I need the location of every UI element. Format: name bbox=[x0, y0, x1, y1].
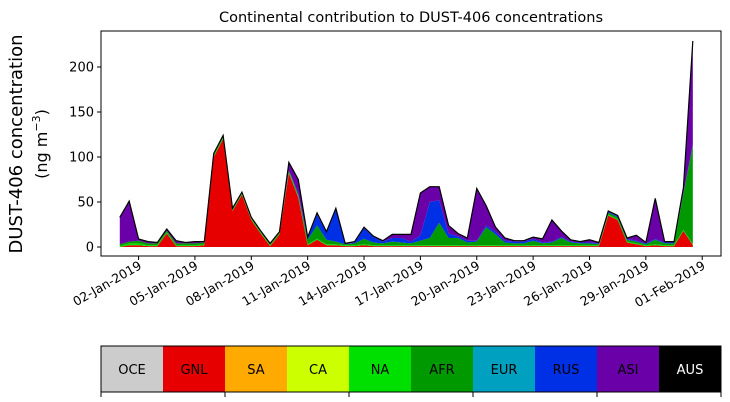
legend-swatch-rus bbox=[535, 346, 597, 392]
legend-label-gnl: GNL bbox=[180, 363, 208, 378]
legend-swatch-gnl bbox=[163, 346, 225, 392]
legend-swatch-na bbox=[349, 346, 411, 392]
legend-label-asi: ASI bbox=[618, 363, 639, 378]
legend-swatch-oce bbox=[101, 346, 163, 392]
legend-swatch-eur bbox=[473, 346, 535, 392]
legend-label-na: NA bbox=[371, 363, 390, 378]
x-axis: 02-Jan-201905-Jan-201908-Jan-201911-Jan-… bbox=[70, 256, 708, 310]
legend-swatch-afr bbox=[411, 346, 473, 392]
y-tick-label: 0 bbox=[86, 241, 94, 256]
legend: OCE GNL SA CA NA AFR EUR RUS ASI AUS bbox=[100, 345, 722, 397]
y-axis-label: DUST-406 concentration (ng m−3) bbox=[6, 34, 51, 253]
legend-frame bbox=[100, 345, 722, 393]
legend-label-aus: AUS bbox=[677, 363, 704, 378]
plot-frame bbox=[100, 30, 722, 257]
legend-swatch-aus bbox=[659, 346, 721, 392]
y-tick-label: 200 bbox=[69, 61, 94, 76]
y-tick-label: 50 bbox=[77, 196, 94, 211]
legend-swatch-sa bbox=[225, 346, 287, 392]
legend-label-sa: SA bbox=[247, 363, 264, 378]
legend-label-afr: AFR bbox=[429, 363, 454, 378]
y-axis-label-line2: (ng m−3) bbox=[30, 109, 51, 179]
plot-area bbox=[119, 40, 694, 247]
y-axis-unit-exponent: −3 bbox=[30, 115, 43, 131]
y-axis-unit: (ng m bbox=[32, 132, 51, 179]
legend-label-oce: OCE bbox=[118, 363, 146, 378]
legend-swatch-asi bbox=[597, 346, 659, 392]
legend-swatch-ca bbox=[287, 346, 349, 392]
y-axis: 0 50 100 150 200 bbox=[69, 61, 101, 256]
y-tick-label: 100 bbox=[69, 151, 94, 166]
y-axis-label-line1: DUST-406 concentration bbox=[6, 34, 27, 253]
total-outline bbox=[119, 40, 694, 245]
legend-label-ca: CA bbox=[309, 363, 327, 378]
chart-title: Continental contribution to DUST-406 con… bbox=[219, 10, 603, 26]
y-axis-unit-close: ) bbox=[32, 109, 51, 115]
legend-label-rus: RUS bbox=[553, 363, 580, 378]
legend-label-eur: EUR bbox=[491, 363, 518, 378]
area-aus bbox=[119, 40, 693, 244]
y-tick-label: 150 bbox=[69, 106, 94, 121]
